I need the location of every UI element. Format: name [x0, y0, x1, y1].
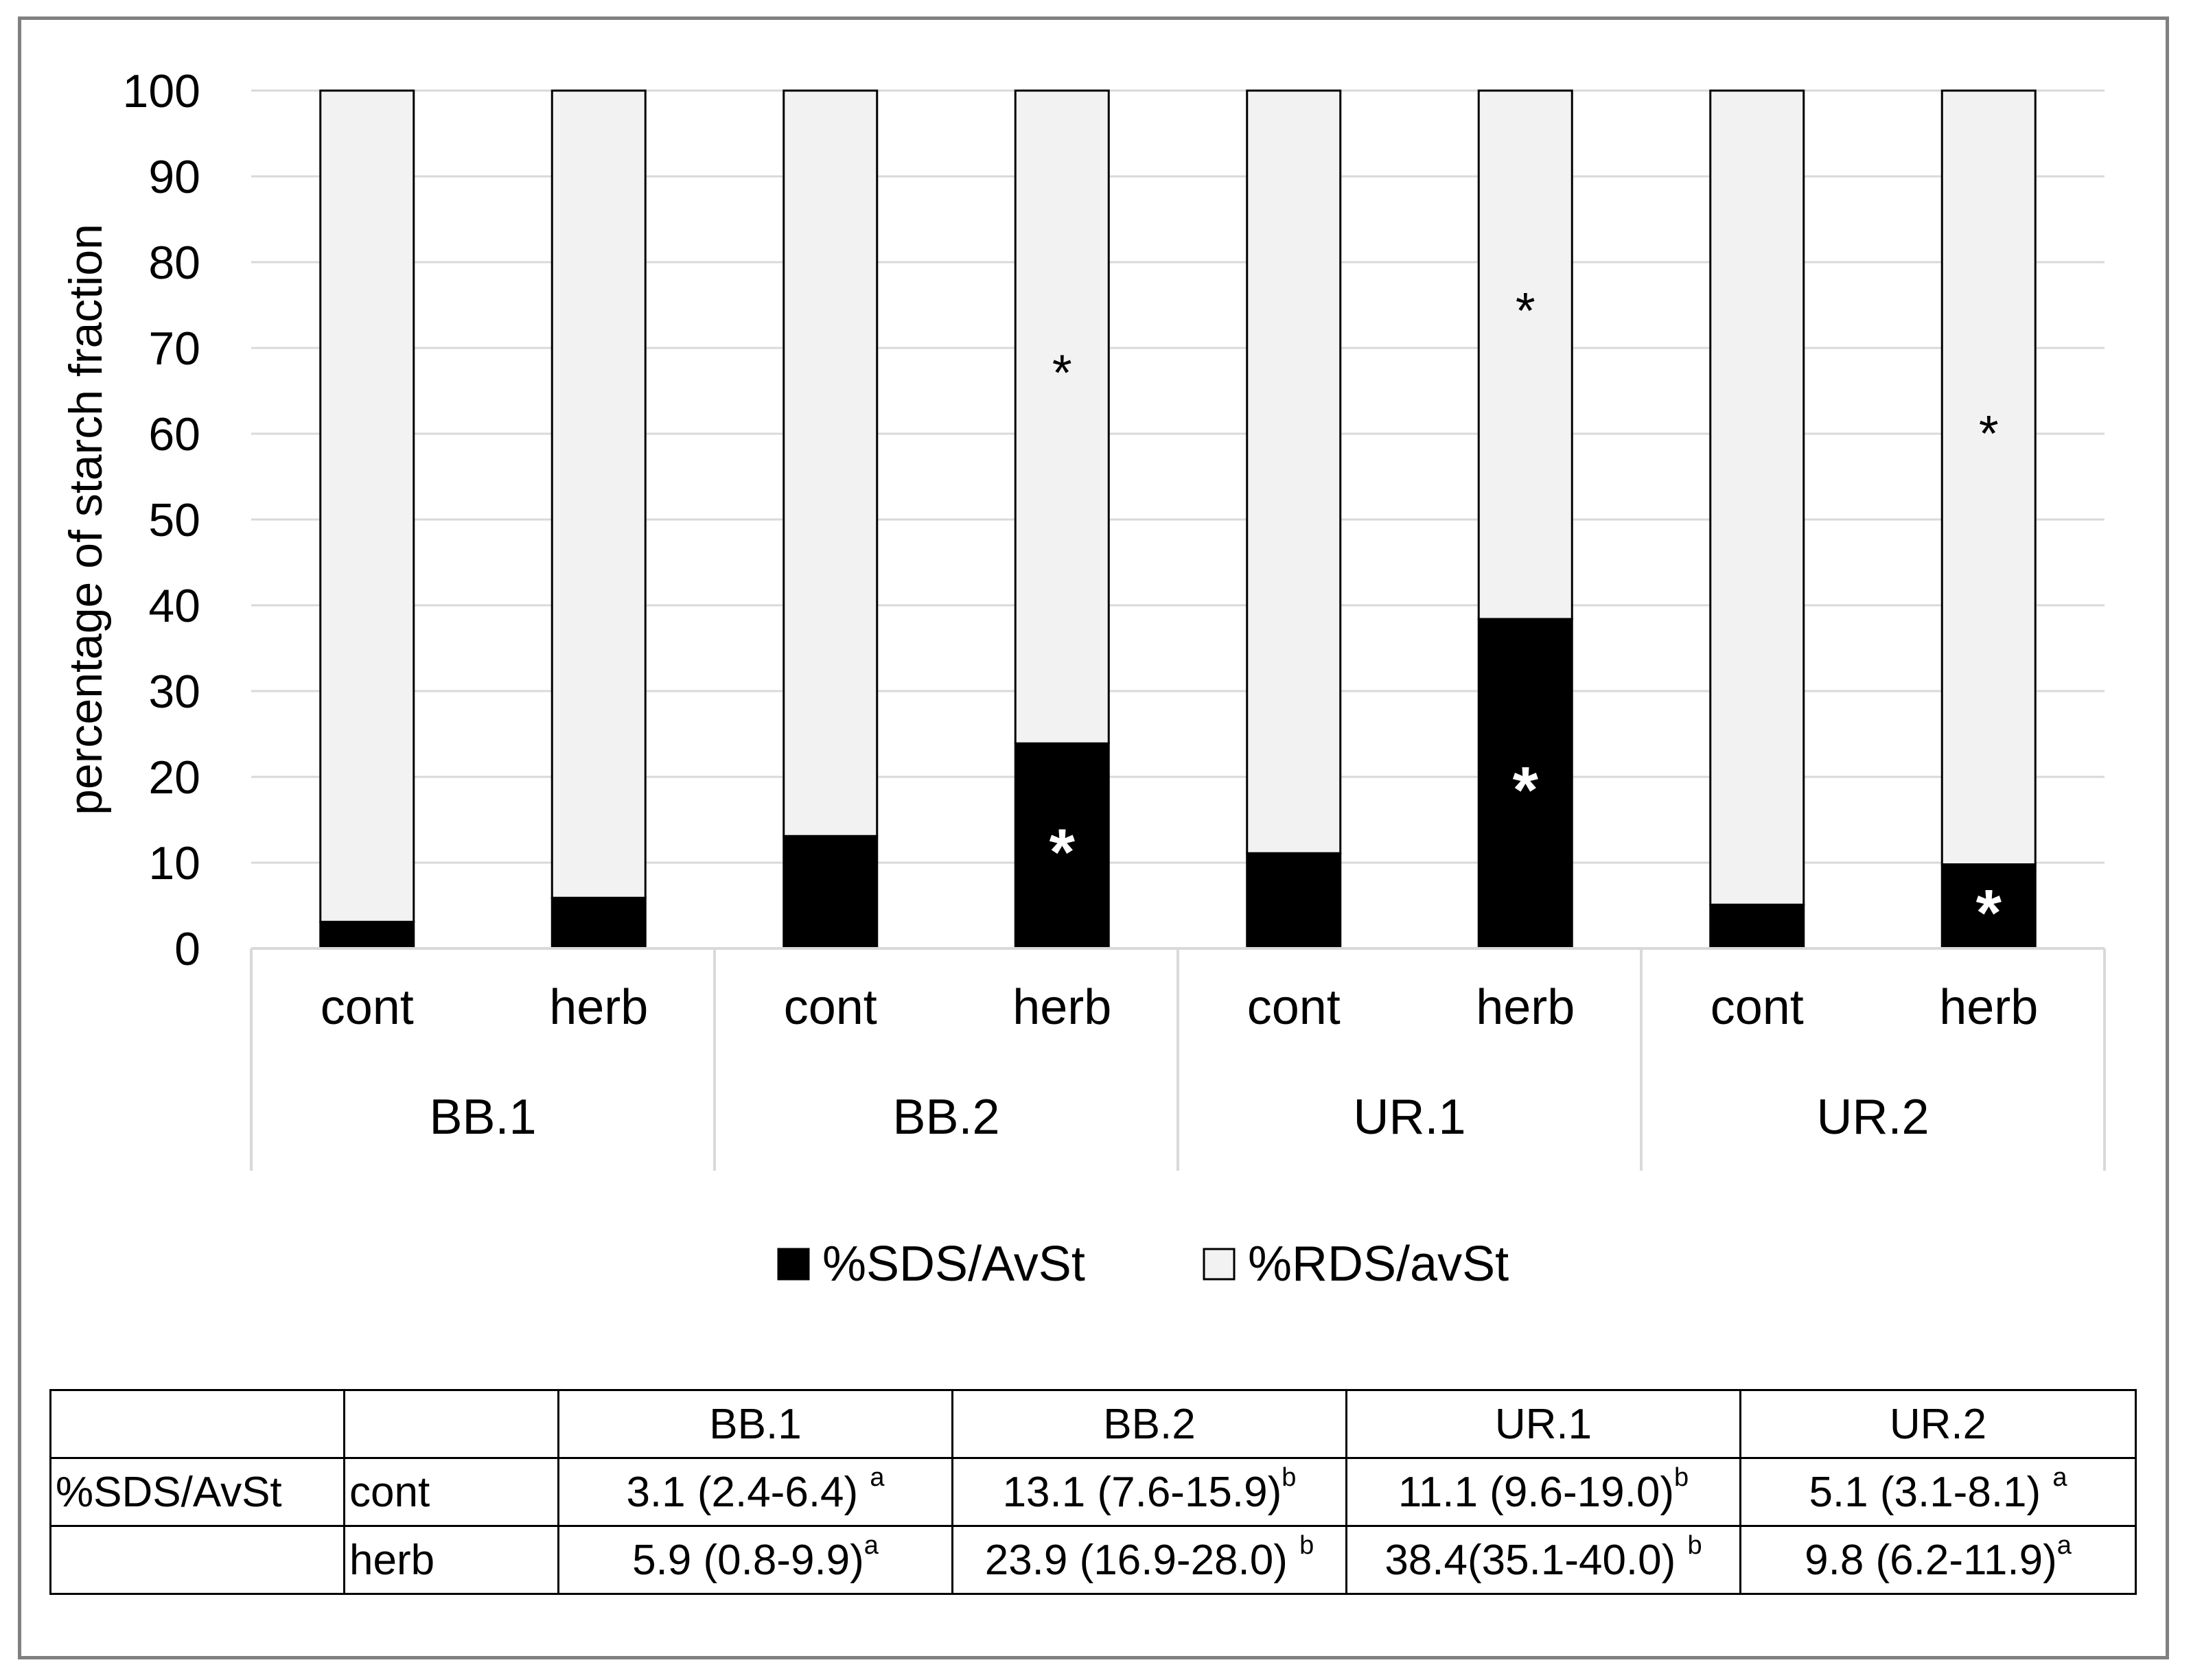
- bar-segment: [550, 89, 647, 899]
- axes: [250, 947, 2106, 1171]
- y-tick-label: 10: [148, 837, 200, 889]
- table-header-cell: BB.2: [951, 1389, 1347, 1459]
- group-label: BB.2: [892, 1090, 999, 1145]
- bar-segment: [782, 835, 879, 950]
- significance-asterisk: *: [1052, 345, 1072, 401]
- table-cell: 3.1 (2.4-6.4) a: [557, 1457, 953, 1527]
- group-label: UR.1: [1353, 1090, 1465, 1145]
- bar-segment: [550, 896, 647, 950]
- gridlines: [251, 89, 2105, 864]
- data-table: BB.1 BB.2 UR.1 UR.2 %SDS/AvSt cont 3.1 (…: [49, 1389, 2137, 1595]
- legend-swatch: [777, 1248, 810, 1281]
- y-tick-label: 30: [148, 666, 200, 718]
- bar-segment: [1014, 742, 1110, 950]
- y-tick-label: 80: [148, 237, 200, 289]
- table-cell: 13.1 (7.6-15.9)b: [951, 1457, 1347, 1527]
- table-header-row: BB.1 BB.2 UR.1 UR.2: [49, 1389, 2137, 1459]
- legend-swatch: [1203, 1248, 1236, 1281]
- table-cell: 5.1 (3.1-8.1) a: [1739, 1457, 2137, 1527]
- category-label: herb: [549, 980, 648, 1035]
- row-label: [49, 1525, 345, 1595]
- table-cell: 5.9 (0.8-9.9)a: [557, 1525, 953, 1595]
- group-label: UR.2: [1816, 1090, 1929, 1145]
- y-tick-label: 0: [174, 923, 200, 975]
- category-label: herb: [1012, 980, 1111, 1035]
- table-cell: 9.8 (6.2-11.9)a: [1739, 1525, 2137, 1595]
- bar-segment: [1477, 89, 1573, 620]
- bar-segment: [1014, 89, 1110, 745]
- table-header-cell: [49, 1389, 345, 1459]
- table-header-cell: BB.1: [557, 1389, 953, 1459]
- bar-segment: [319, 920, 415, 950]
- significance-asterisk: *: [1513, 754, 1539, 827]
- category-label: cont: [784, 980, 877, 1035]
- bar-segment: [1246, 852, 1342, 950]
- bar-segment: [782, 89, 879, 837]
- legend-label: %SDS/AvSt: [822, 1237, 1085, 1292]
- group-label: BB.1: [429, 1090, 536, 1145]
- row-treatment: cont: [343, 1457, 559, 1527]
- labels: 0 10 20 30 40 50 60 70 80 90 100 percentage of star…: [60, 65, 2038, 1292]
- bar-segment: [319, 89, 415, 923]
- y-tick-label: 20: [148, 751, 200, 804]
- significance-asterisk: *: [1979, 405, 1999, 462]
- table-row: herb 5.9 (0.8-9.9)a 23.9 (16.9-28.0) b 3…: [49, 1525, 2137, 1595]
- y-tick-label: 40: [148, 580, 200, 632]
- table-header-cell: UR.1: [1345, 1389, 1741, 1459]
- y-tick-label: 50: [148, 494, 200, 546]
- y-tick-label: 100: [123, 65, 200, 117]
- y-tick-label: 60: [148, 408, 200, 460]
- bar-segment: [1709, 903, 1805, 950]
- category-label: cont: [1247, 980, 1341, 1035]
- category-label: herb: [1939, 980, 2038, 1035]
- figure-frame: [18, 16, 2169, 1659]
- table-cell: 38.4(35.1-40.0) b: [1345, 1525, 1741, 1595]
- bar-segment: [1709, 89, 1805, 906]
- bars: [319, 89, 2037, 950]
- table-row: %SDS/AvSt cont 3.1 (2.4-6.4) a 13.1 (7.6…: [49, 1457, 2137, 1527]
- significance-asterisk: *: [1050, 816, 1076, 889]
- bar-segment: [1477, 618, 1573, 950]
- row-label: %SDS/AvSt: [49, 1457, 345, 1527]
- table-cell: 23.9 (16.9-28.0) b: [951, 1525, 1347, 1595]
- bar-segment: [1940, 89, 2037, 865]
- category-label: cont: [321, 980, 414, 1035]
- category-label: herb: [1476, 980, 1575, 1035]
- significance-asterisk: *: [1516, 282, 1535, 339]
- category-label: cont: [1711, 980, 1804, 1035]
- y-axis-title: percentage of starch fraction: [60, 224, 112, 815]
- table-cell: 11.1 (9.6-19.0)b: [1345, 1457, 1741, 1527]
- legend-label: %RDS/avSt: [1248, 1237, 1509, 1292]
- table-header-cell: UR.2: [1739, 1389, 2137, 1459]
- y-tick-label: 70: [148, 323, 200, 375]
- table-header-cell: [343, 1389, 559, 1459]
- bar-segment: [1246, 89, 1342, 854]
- row-treatment: herb: [343, 1525, 559, 1595]
- significance-asterisk: *: [1976, 876, 2002, 950]
- y-tick-label: 90: [148, 151, 200, 203]
